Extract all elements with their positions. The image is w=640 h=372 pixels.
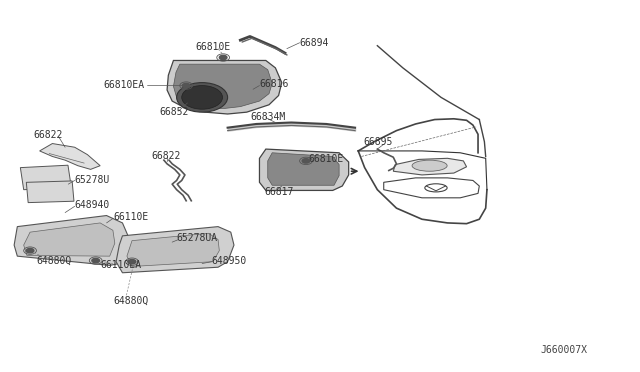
- Circle shape: [92, 259, 100, 263]
- Text: 66894: 66894: [300, 38, 329, 48]
- Text: 65278UA: 65278UA: [177, 233, 218, 243]
- Text: J660007X: J660007X: [541, 345, 588, 355]
- Text: 66110E: 66110E: [113, 212, 148, 222]
- Bar: [20, 165, 71, 190]
- Circle shape: [26, 248, 34, 253]
- Polygon shape: [14, 215, 129, 265]
- Text: 66810E: 66810E: [308, 154, 344, 164]
- Circle shape: [128, 260, 136, 264]
- Circle shape: [182, 86, 223, 109]
- Text: 648950: 648950: [212, 256, 247, 266]
- Polygon shape: [167, 61, 282, 114]
- Text: 66810E: 66810E: [196, 42, 231, 52]
- Circle shape: [177, 83, 228, 112]
- Polygon shape: [173, 64, 272, 109]
- Text: 66810EA: 66810EA: [104, 80, 145, 90]
- Bar: [26, 181, 74, 203]
- Text: 66834M: 66834M: [250, 112, 285, 122]
- Text: 66110EA: 66110EA: [100, 260, 141, 270]
- Text: 66822: 66822: [151, 151, 180, 161]
- Polygon shape: [116, 227, 234, 273]
- Polygon shape: [259, 149, 349, 190]
- Polygon shape: [127, 233, 220, 266]
- Polygon shape: [40, 144, 100, 169]
- Text: 648940: 648940: [75, 200, 110, 210]
- Text: 66816: 66816: [259, 80, 289, 89]
- Circle shape: [302, 159, 310, 163]
- Text: 66822: 66822: [33, 130, 63, 140]
- Polygon shape: [394, 158, 467, 175]
- Text: 66817: 66817: [264, 187, 293, 197]
- Ellipse shape: [412, 160, 447, 171]
- Text: 66895: 66895: [364, 137, 393, 147]
- Polygon shape: [24, 223, 115, 256]
- Text: 64880Q: 64880Q: [113, 295, 148, 305]
- Circle shape: [220, 55, 227, 60]
- Circle shape: [182, 83, 190, 88]
- Text: 64880Q: 64880Q: [36, 256, 72, 266]
- Text: 65278U: 65278U: [75, 176, 110, 186]
- Polygon shape: [268, 153, 339, 185]
- Text: 66852: 66852: [159, 107, 189, 117]
